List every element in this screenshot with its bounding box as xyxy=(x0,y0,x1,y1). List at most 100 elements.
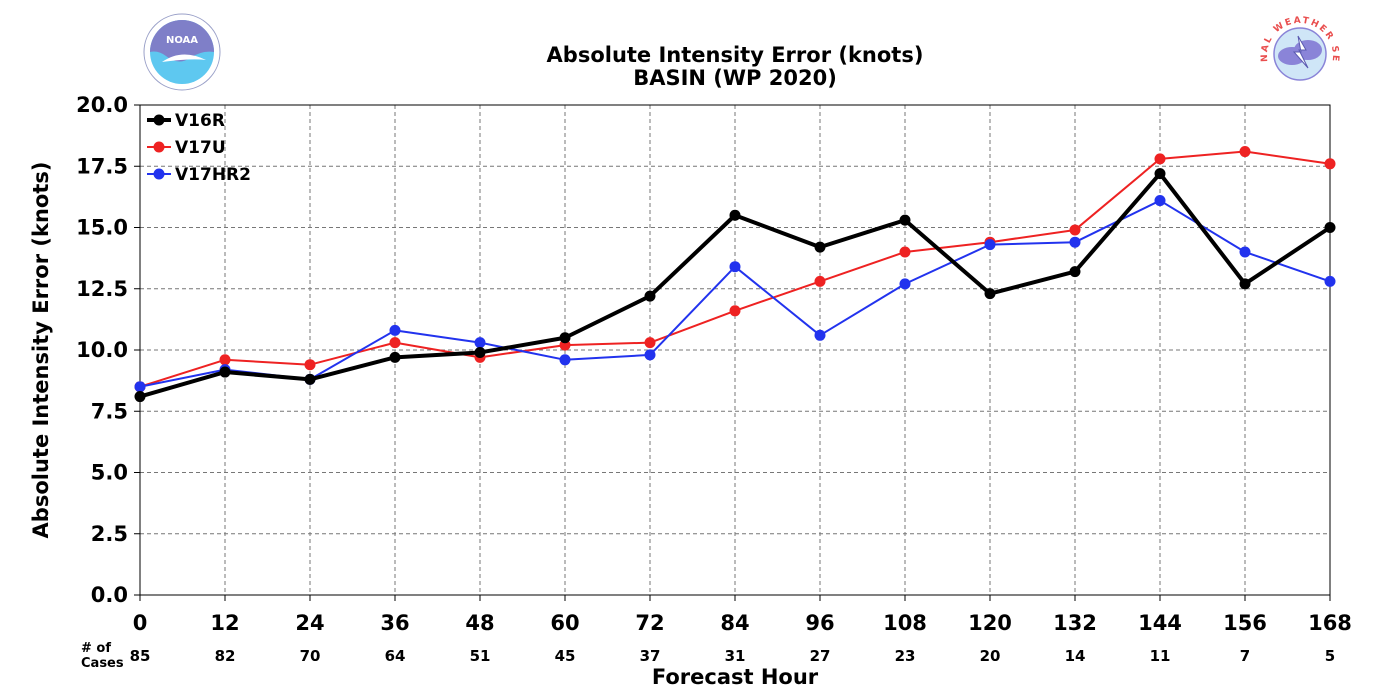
data-point xyxy=(304,359,316,371)
noaa-logo-text: NOAA xyxy=(166,35,198,46)
data-point xyxy=(729,209,741,221)
x-tick-label: 12 xyxy=(210,611,239,635)
data-point xyxy=(814,241,826,253)
legend-marker xyxy=(153,168,165,180)
data-point xyxy=(559,332,571,344)
data-point xyxy=(729,261,741,273)
x-tick-label: 108 xyxy=(883,611,927,635)
data-point xyxy=(899,278,911,290)
data-point xyxy=(389,324,401,336)
data-point xyxy=(1239,278,1251,290)
x-tick-label: 60 xyxy=(550,611,579,635)
x-tick-label: 168 xyxy=(1308,611,1352,635)
data-point xyxy=(1324,222,1336,233)
data-point xyxy=(1239,146,1251,158)
y-tick-label: 17.5 xyxy=(76,154,128,178)
data-point xyxy=(559,354,571,366)
legend-label: V17U xyxy=(175,138,226,158)
case-count: 51 xyxy=(470,647,491,665)
case-count: 20 xyxy=(980,647,1001,665)
noaa-logo-icon: NOAA xyxy=(143,13,221,91)
y-tick-label: 15.0 xyxy=(76,216,128,240)
x-tick-label: 120 xyxy=(968,611,1012,635)
case-count: 64 xyxy=(385,647,406,665)
data-point xyxy=(474,346,486,358)
y-tick-label: 7.5 xyxy=(91,399,128,423)
case-count: 70 xyxy=(300,647,321,665)
case-count: 5 xyxy=(1325,647,1335,665)
x-axis: 0 12 24 36 48 60 72 84 96 108 120 132 144 156 168 xyxy=(133,595,1352,635)
x-tick-label: 36 xyxy=(380,611,409,635)
data-point xyxy=(1154,153,1166,165)
data-point xyxy=(1239,246,1251,258)
data-point xyxy=(1324,158,1336,170)
y-tick-label: 10.0 xyxy=(76,338,128,362)
x-tick-label: 0 xyxy=(133,611,148,635)
x-tick-label: 96 xyxy=(805,611,834,635)
data-point xyxy=(1069,236,1081,248)
case-count: 85 xyxy=(130,647,151,665)
x-tick-label: 48 xyxy=(465,611,494,635)
case-count: 82 xyxy=(215,647,236,665)
nws-logo-icon: NATIONAL WEATHER SERVICE xyxy=(1260,16,1338,92)
data-point xyxy=(219,366,231,378)
data-point xyxy=(389,337,401,349)
data-point xyxy=(304,373,316,385)
x-tick-label: 84 xyxy=(720,611,749,635)
x-tick-label: 144 xyxy=(1138,611,1182,635)
case-count: 7 xyxy=(1240,647,1250,665)
series-v17u xyxy=(134,146,1336,393)
y-tick-label: 2.5 xyxy=(91,522,128,546)
data-point xyxy=(644,290,656,302)
data-point xyxy=(729,305,741,317)
cases-row: 85 82 70 64 51 45 37 31 27 23 20 14 11 7 5 xyxy=(130,647,1336,665)
data-point xyxy=(1154,168,1166,180)
data-point xyxy=(644,337,656,349)
grid xyxy=(140,105,1330,595)
series-v16r xyxy=(134,168,1336,403)
case-count: 27 xyxy=(810,647,831,665)
legend-marker xyxy=(153,141,165,153)
series-layer xyxy=(134,146,1336,403)
x-axis-label: Forecast Hour xyxy=(652,665,819,689)
y-tick-label: 20.0 xyxy=(76,93,128,117)
legend-item-v17u: V17U xyxy=(147,138,226,158)
case-count: 23 xyxy=(895,647,916,665)
y-tick-label: 0.0 xyxy=(91,583,128,607)
case-count: 45 xyxy=(555,647,576,665)
data-point xyxy=(134,381,146,393)
case-count: 14 xyxy=(1065,647,1086,665)
data-point xyxy=(814,275,826,287)
legend-item-v17hr2: V17HR2 xyxy=(147,165,251,185)
legend-label: V17HR2 xyxy=(175,165,251,185)
x-tick-label: 156 xyxy=(1223,611,1267,635)
data-point xyxy=(984,288,996,300)
data-point xyxy=(1324,275,1336,287)
legend-item-v16r: V16R xyxy=(147,111,225,131)
y-axis-label: Absolute Intensity Error (knots) xyxy=(29,162,53,539)
data-point xyxy=(1069,266,1081,278)
x-tick-label: 132 xyxy=(1053,611,1097,635)
data-point xyxy=(984,239,996,251)
data-point xyxy=(814,329,826,341)
case-count: 31 xyxy=(725,647,746,665)
x-tick-label: 24 xyxy=(295,611,324,635)
cases-header-line1: # of xyxy=(81,641,111,656)
data-point xyxy=(899,246,911,258)
x-tick-label: 72 xyxy=(635,611,664,635)
chart-title: Absolute Intensity Error (knots) xyxy=(547,43,924,67)
data-point xyxy=(219,354,231,366)
data-point xyxy=(389,351,401,363)
legend-marker xyxy=(153,114,165,126)
data-point xyxy=(1154,195,1166,207)
case-count: 11 xyxy=(1150,647,1171,665)
data-point xyxy=(134,391,146,403)
data-point xyxy=(474,337,486,349)
y-tick-label: 5.0 xyxy=(91,461,128,485)
chart-subtitle: BASIN (WP 2020) xyxy=(633,66,837,90)
case-count: 37 xyxy=(640,647,661,665)
data-point xyxy=(899,214,911,226)
cases-header-line2: Cases xyxy=(81,656,124,671)
data-point xyxy=(1069,224,1081,236)
